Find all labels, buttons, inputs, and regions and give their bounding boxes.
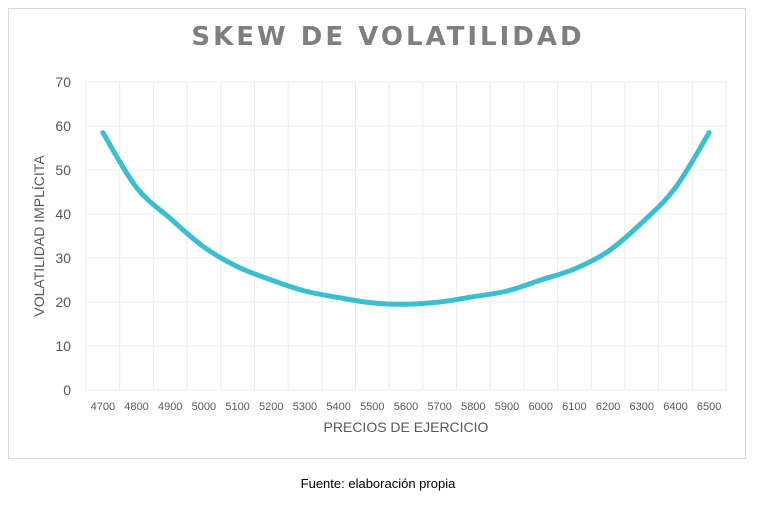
data-point xyxy=(201,245,206,250)
x-tick-label: 6100 xyxy=(562,401,586,413)
data-point xyxy=(572,267,577,272)
x-tick-label: 5600 xyxy=(394,401,418,413)
chart-title: SKEW DE VOLATILIDAD xyxy=(191,22,585,52)
source-note: Fuente: elaboración propia xyxy=(300,476,456,491)
y-tick-label: 50 xyxy=(55,162,71,178)
data-point xyxy=(505,289,510,294)
x-tick-label: 5700 xyxy=(427,401,451,413)
y-tick-label: 10 xyxy=(55,338,71,354)
data-point xyxy=(471,294,476,299)
data-point xyxy=(606,249,611,254)
data-point xyxy=(437,300,442,305)
data-point xyxy=(134,185,139,190)
x-tick-label: 5000 xyxy=(192,401,216,413)
grid-lines xyxy=(85,81,727,391)
y-tick-label: 20 xyxy=(55,294,71,310)
x-tick-label: 4900 xyxy=(158,401,182,413)
data-point xyxy=(100,130,105,135)
chart-frame xyxy=(8,8,746,459)
x-tick-label: 6300 xyxy=(630,401,654,413)
data-point xyxy=(673,185,678,190)
data-point xyxy=(269,278,274,283)
y-axis-title: VOLATILIDAD IMPLÍCITA xyxy=(31,155,47,317)
y-tick-label: 30 xyxy=(55,250,71,266)
data-point xyxy=(639,220,644,225)
x-tick-label: 5100 xyxy=(225,401,249,413)
series-line xyxy=(100,130,712,307)
y-tick-labels: 0 10 20 30 40 50 60 70 xyxy=(55,74,71,398)
x-tick-label: 5500 xyxy=(360,401,384,413)
data-point xyxy=(235,264,240,269)
data-point xyxy=(302,289,307,294)
x-tick-label: 5300 xyxy=(293,401,317,413)
data-point xyxy=(404,302,409,307)
y-tick-label: 40 xyxy=(55,206,71,222)
x-tick-label: 6200 xyxy=(596,401,620,413)
data-point xyxy=(707,130,712,135)
data-point xyxy=(370,300,375,305)
x-tick-label: 4800 xyxy=(124,401,148,413)
y-tick-label: 70 xyxy=(55,74,71,90)
data-point xyxy=(538,278,543,283)
data-point xyxy=(336,295,341,300)
x-axis-title: PRECIOS DE EJERCICIO xyxy=(324,419,489,435)
x-tick-label: 4700 xyxy=(91,401,115,413)
x-tick-label: 6500 xyxy=(697,401,721,413)
x-tick-label: 5400 xyxy=(326,401,350,413)
y-tick-label: 0 xyxy=(63,382,71,398)
series-layer xyxy=(100,130,712,307)
x-tick-label: 6400 xyxy=(663,401,687,413)
x-tick-label: 5200 xyxy=(259,401,283,413)
data-point xyxy=(168,216,173,221)
y-tick-label: 60 xyxy=(55,118,71,134)
x-tick-label: 5800 xyxy=(461,401,485,413)
x-tick-labels: 4700 4800 4900 5000 5100 5200 5300 5400 5500 5600… xyxy=(91,401,722,413)
x-tick-label: 6000 xyxy=(528,401,552,413)
x-tick-label: 5900 xyxy=(495,401,519,413)
